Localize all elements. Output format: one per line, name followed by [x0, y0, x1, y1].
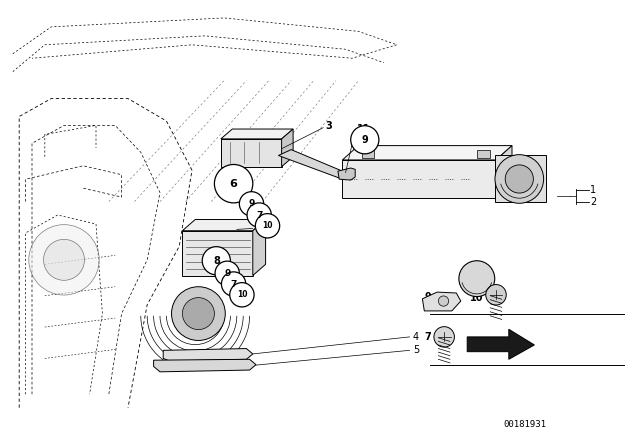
Text: 1: 1	[590, 185, 596, 195]
Text: 8: 8	[473, 289, 480, 299]
Ellipse shape	[29, 224, 99, 295]
Polygon shape	[477, 150, 490, 158]
Text: 8: 8	[213, 256, 220, 266]
Ellipse shape	[434, 327, 454, 347]
Ellipse shape	[44, 239, 84, 280]
Text: 3: 3	[325, 121, 332, 131]
Polygon shape	[496, 146, 512, 198]
Ellipse shape	[247, 203, 271, 227]
Polygon shape	[338, 168, 355, 180]
Polygon shape	[342, 146, 512, 160]
Text: 7: 7	[230, 280, 237, 289]
Ellipse shape	[438, 296, 449, 306]
Text: 2: 2	[590, 198, 596, 207]
Ellipse shape	[202, 247, 230, 275]
Polygon shape	[495, 155, 546, 202]
Text: 9: 9	[224, 269, 230, 278]
Text: 10: 10	[237, 290, 247, 299]
Polygon shape	[154, 359, 256, 372]
Ellipse shape	[214, 164, 253, 203]
Ellipse shape	[182, 297, 214, 330]
Polygon shape	[182, 231, 253, 276]
Ellipse shape	[230, 283, 254, 307]
Text: 6: 6	[230, 179, 237, 189]
Polygon shape	[182, 220, 266, 231]
Text: 10: 10	[262, 221, 273, 230]
Text: 9: 9	[248, 199, 255, 208]
Ellipse shape	[495, 155, 543, 203]
Polygon shape	[163, 349, 253, 361]
Ellipse shape	[239, 192, 264, 216]
Ellipse shape	[172, 287, 225, 340]
Polygon shape	[342, 160, 496, 198]
Polygon shape	[253, 220, 266, 276]
Polygon shape	[362, 150, 374, 158]
Text: 9: 9	[362, 135, 368, 145]
Text: 7: 7	[424, 332, 431, 342]
Polygon shape	[422, 292, 461, 311]
Polygon shape	[467, 329, 534, 359]
Ellipse shape	[255, 214, 280, 238]
Text: 5: 5	[413, 345, 419, 355]
Polygon shape	[278, 150, 342, 179]
Ellipse shape	[215, 261, 239, 285]
Ellipse shape	[505, 165, 533, 193]
Text: 4: 4	[413, 332, 419, 342]
Ellipse shape	[221, 272, 246, 296]
Polygon shape	[282, 129, 293, 167]
Polygon shape	[221, 129, 293, 139]
Text: 7: 7	[256, 211, 262, 220]
Text: 6: 6	[256, 224, 262, 233]
Ellipse shape	[351, 126, 379, 154]
Ellipse shape	[459, 261, 495, 297]
Text: 10: 10	[470, 293, 484, 303]
Text: 9: 9	[424, 292, 431, 302]
Text: 00181931: 00181931	[503, 420, 547, 429]
Polygon shape	[221, 139, 282, 167]
Ellipse shape	[486, 284, 506, 305]
Text: 11: 11	[357, 124, 371, 134]
